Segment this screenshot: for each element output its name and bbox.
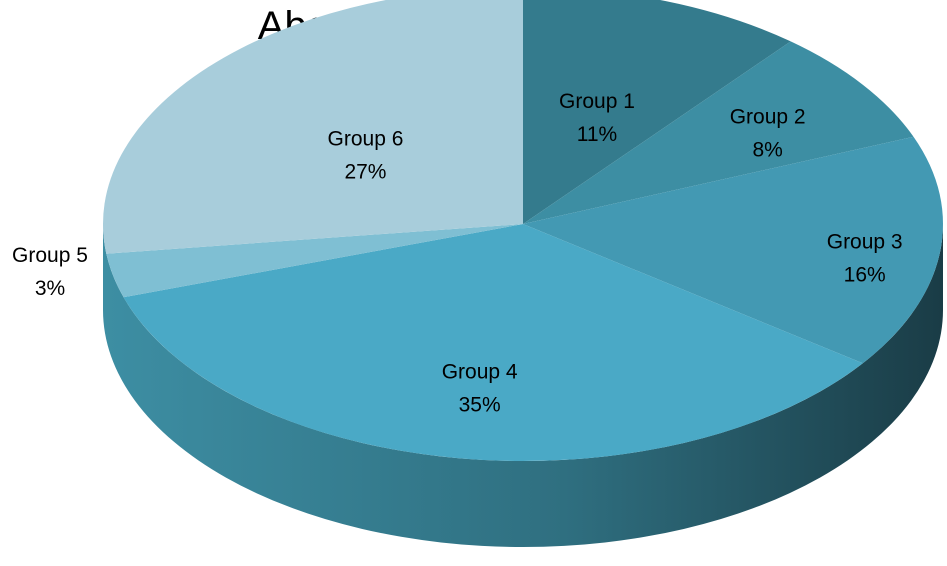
pie-labels: Group 1 11% Group 2 8% Group 3 16% Group 4 35% G… <box>12 90 903 416</box>
pie-slice-1 <box>523 0 791 224</box>
slice-label-3: Group 3 <box>827 230 903 253</box>
slice-value-6: 27% <box>344 161 386 184</box>
slice-label-4: Group 4 <box>442 360 518 383</box>
pie-slice-3 <box>523 136 943 364</box>
pie-slice-4 <box>123 224 863 461</box>
pie-slice-6 <box>103 0 523 254</box>
pie-sides <box>103 224 943 547</box>
slice-value-4: 35% <box>459 393 501 416</box>
pie-side <box>103 224 943 547</box>
pie-slice-2 <box>523 41 914 224</box>
slice-value-1: 11% <box>577 123 617 146</box>
pie-slices <box>103 0 943 461</box>
slice-value-2: 8% <box>752 139 782 162</box>
slice-value-3: 16% <box>844 263 886 286</box>
pie-slice-5 <box>106 224 523 298</box>
slice-label-2: Group 2 <box>730 106 806 129</box>
slice-label-5: Group 5 <box>12 244 88 267</box>
slice-label-6: Group 6 <box>328 128 404 151</box>
slice-label-1: Group 1 <box>559 90 635 113</box>
slice-value-5: 3% <box>35 277 65 300</box>
